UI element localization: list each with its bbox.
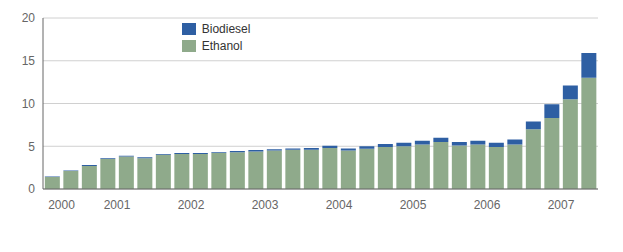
svg-text:2003: 2003: [252, 198, 279, 212]
svg-text:2001: 2001: [104, 198, 131, 212]
svg-text:2007: 2007: [548, 198, 575, 212]
svg-text:20: 20: [22, 11, 36, 25]
svg-text:2006: 2006: [474, 198, 501, 212]
svg-text:5: 5: [28, 140, 35, 154]
html-text:Biodiesel: Biodiesel: [201, 22, 251, 36]
svg-text:15: 15: [22, 54, 36, 68]
svg-text:0: 0: [28, 182, 35, 196]
svg-text:2000: 2000: [48, 198, 75, 212]
svg-text:2004: 2004: [326, 198, 353, 212]
svg-text:2005: 2005: [400, 198, 427, 212]
svg-text:2002: 2002: [178, 198, 205, 212]
svg-text:10: 10: [22, 97, 36, 111]
html-text:Ethanol: Ethanol: [201, 39, 243, 53]
